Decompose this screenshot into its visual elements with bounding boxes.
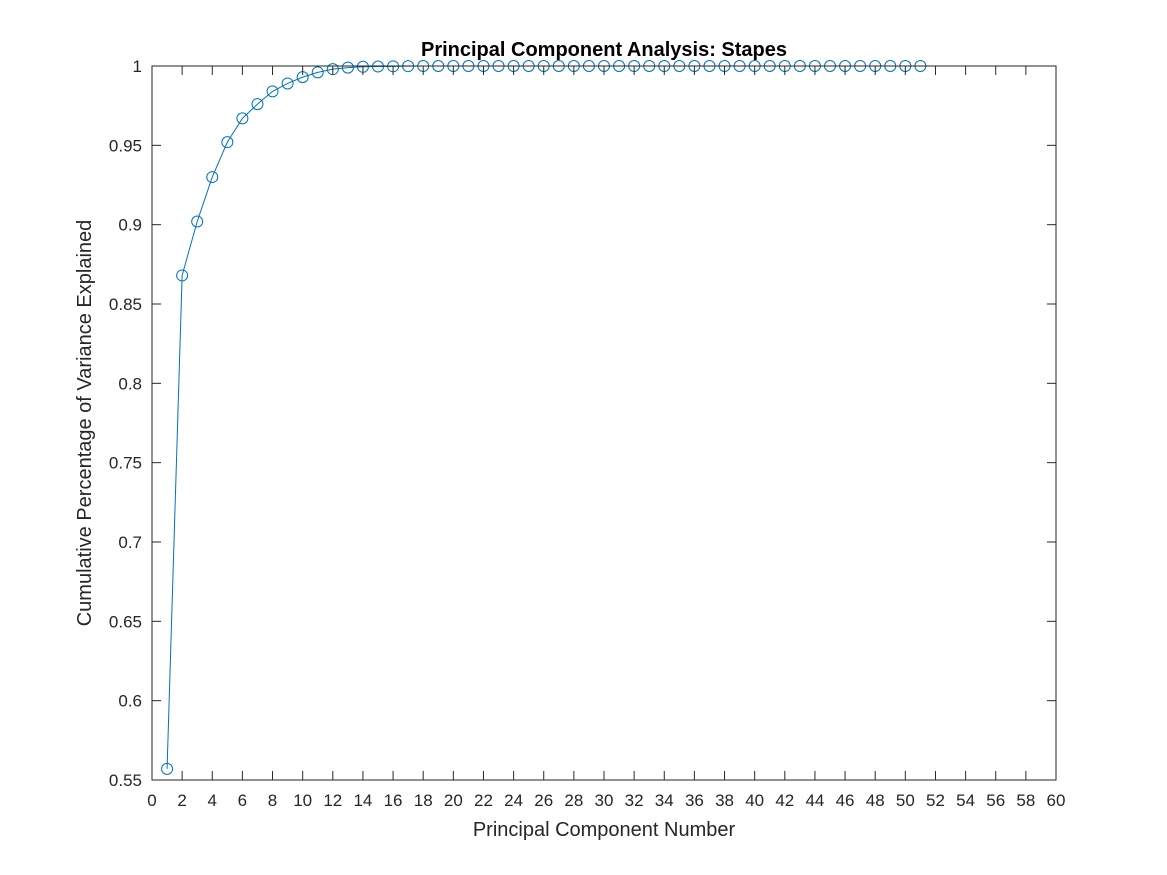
x-tick-label: 0 — [147, 791, 156, 810]
x-tick-label: 26 — [534, 791, 553, 810]
x-axis-label: Principal Component Number — [473, 819, 736, 841]
x-tick-label: 18 — [414, 791, 433, 810]
x-tick-label: 58 — [1016, 791, 1035, 810]
x-tick-label: 42 — [775, 791, 794, 810]
x-tick-label: 44 — [805, 791, 824, 810]
y-tick-label: 1 — [133, 57, 142, 76]
x-tick-label: 38 — [715, 791, 734, 810]
x-tick-label: 24 — [504, 791, 523, 810]
x-tick-label: 50 — [896, 791, 915, 810]
y-tick-label: 0.95 — [109, 136, 142, 155]
y-tick-label: 0.6 — [118, 692, 142, 711]
data-point — [341, 61, 354, 74]
x-tick-label: 60 — [1047, 791, 1066, 810]
y-tick-label: 0.85 — [109, 295, 142, 314]
x-tick-label: 56 — [986, 791, 1005, 810]
data-point — [311, 66, 324, 79]
data-point — [251, 98, 264, 111]
x-tick-label: 34 — [655, 791, 674, 810]
y-tick-label: 0.9 — [118, 216, 142, 235]
x-tick-label: 22 — [474, 791, 493, 810]
x-tick-label: 12 — [323, 791, 342, 810]
x-tick-label: 10 — [293, 791, 312, 810]
x-tick-label: 40 — [745, 791, 764, 810]
x-tick-label: 28 — [564, 791, 583, 810]
x-tick-label: 16 — [384, 791, 403, 810]
y-tick-label: 0.7 — [118, 533, 142, 552]
y-tick-label: 0.65 — [109, 612, 142, 631]
data-point — [191, 215, 204, 228]
data-point — [176, 269, 189, 282]
x-tick-label: 54 — [956, 791, 975, 810]
x-tick-label: 2 — [177, 791, 186, 810]
x-tick-label: 52 — [926, 791, 945, 810]
plot-background — [152, 66, 1056, 780]
data-point — [161, 762, 174, 775]
y-tick-label: 0.75 — [109, 454, 142, 473]
x-tick-label: 48 — [866, 791, 885, 810]
data-point — [266, 85, 279, 98]
x-tick-label: 20 — [444, 791, 463, 810]
y-tick-label: 0.8 — [118, 374, 142, 393]
x-tick-label: 8 — [268, 791, 277, 810]
y-tick-label: 0.55 — [109, 771, 142, 790]
data-point — [281, 77, 294, 90]
data-point — [206, 171, 219, 184]
y-axis-label: Cumulative Percentage of Variance Explai… — [74, 220, 96, 627]
x-tick-label: 46 — [836, 791, 855, 810]
x-axis: 0 2 4 6 8 10 12 14 16 18 20 22 24 26 28 30 32 34 36 38 40 42 4… — [147, 66, 1065, 810]
x-tick-label: 6 — [238, 791, 247, 810]
data-point — [236, 112, 249, 125]
x-tick-label: 30 — [595, 791, 614, 810]
y-axis: 0.55 0.6 0.65 0.7 0.75 0.8 0.85 0.9 0.95 1 — [109, 57, 1056, 790]
x-tick-label: 4 — [208, 791, 217, 810]
x-tick-label: 36 — [685, 791, 704, 810]
data-point — [221, 136, 234, 149]
x-tick-label: 14 — [353, 791, 372, 810]
x-tick-label: 32 — [625, 791, 644, 810]
chart-title: Principal Component Analysis: Stapes — [421, 39, 787, 61]
